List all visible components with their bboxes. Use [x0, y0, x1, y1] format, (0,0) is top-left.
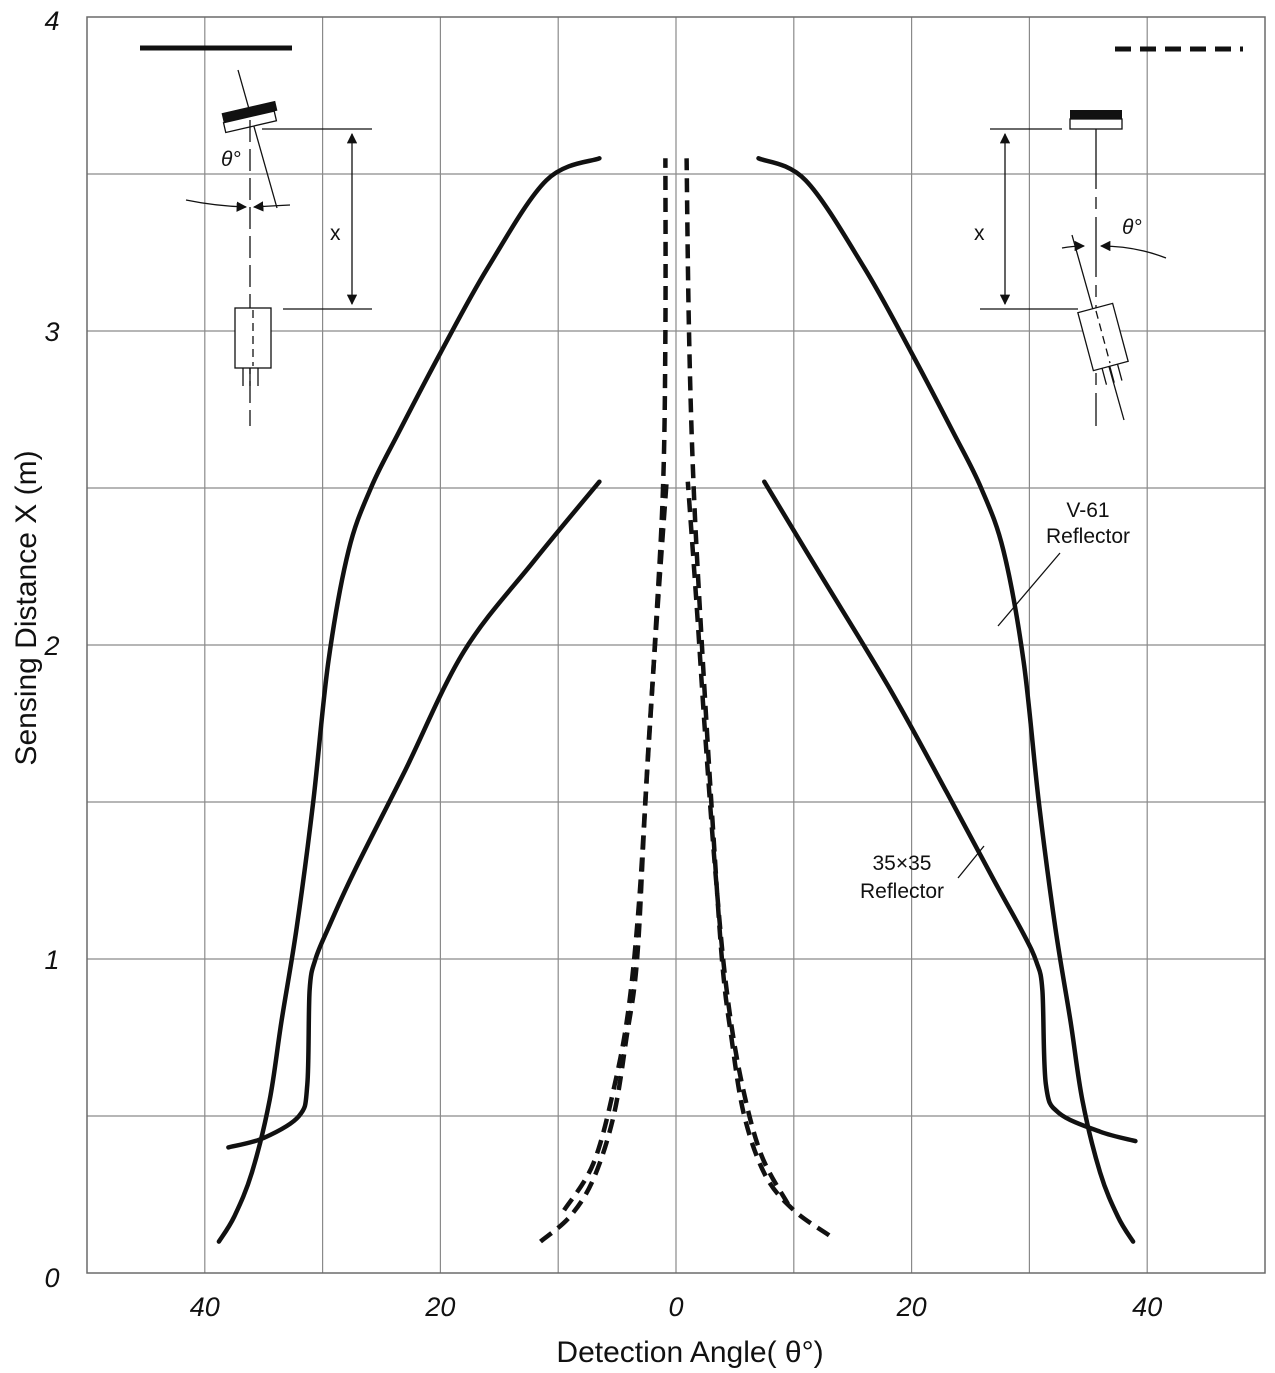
left-setup-diagram: θ° x: [185, 69, 372, 426]
y-tick-label: 3: [44, 317, 59, 347]
annotation-v61: V-61 Reflector: [997, 499, 1130, 627]
series-line-solid-0: [216, 156, 602, 1244]
x-tick-label: 40: [1132, 1292, 1162, 1322]
y-tick-label: 0: [44, 1263, 59, 1293]
right-setup-diagram: θ° x: [974, 110, 1167, 426]
tick-labels: 40 20 0 20 40 0 1 2 3 4: [43, 6, 1162, 1322]
series-line-solid-1: [756, 156, 1136, 1244]
annotation-v61-line1: V-61: [1066, 499, 1109, 522]
y-tick-label: 2: [43, 631, 59, 661]
annotation-v61-line2: Reflector: [1046, 525, 1130, 548]
left-x-glyph: x: [330, 222, 341, 245]
series-line-solid-2: [226, 479, 602, 1150]
x-tick-label: 40: [190, 1292, 220, 1322]
grid: [87, 17, 1265, 1273]
right-theta-glyph: θ°: [1122, 216, 1142, 239]
y-tick-label: 1: [44, 945, 59, 975]
right-x-glyph: x: [974, 222, 985, 245]
annotation-35x35-line1: 35×35: [873, 852, 932, 875]
x-tick-label: 0: [668, 1292, 683, 1322]
x-axis-label: Detection Angle( θ°): [556, 1336, 823, 1369]
annotation-35x35: 35×35 Reflector: [860, 845, 985, 903]
left-theta-glyph: θ°: [221, 148, 241, 171]
y-axis-label: Sensing Distance X (m): [10, 450, 43, 765]
y-tick-label: 4: [44, 6, 59, 36]
series-line-dashed-7: [685, 481, 790, 1205]
series-line-solid-3: [762, 479, 1138, 1144]
x-tick-label: 20: [896, 1292, 927, 1322]
series-line-dashed-4: [539, 158, 668, 1244]
annotation-35x35-line2: Reflector: [860, 880, 944, 903]
series-line-dashed-5: [684, 158, 831, 1238]
series-layer: [216, 156, 1138, 1244]
plot-frame: [86, 16, 1266, 1274]
x-tick-label: 20: [424, 1292, 455, 1322]
series-line-dashed-6: [562, 481, 669, 1212]
